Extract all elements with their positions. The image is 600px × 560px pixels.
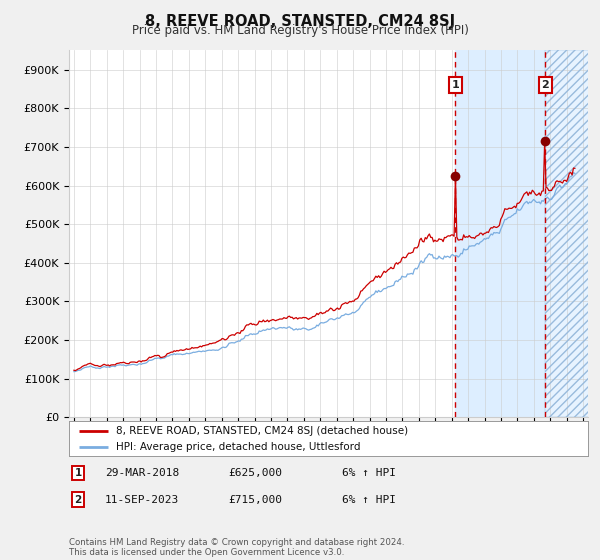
Text: 2: 2 (541, 80, 549, 90)
Text: £715,000: £715,000 (228, 494, 282, 505)
Text: Price paid vs. HM Land Registry's House Price Index (HPI): Price paid vs. HM Land Registry's House … (131, 24, 469, 37)
Text: 6% ↑ HPI: 6% ↑ HPI (342, 494, 396, 505)
Text: 11-SEP-2023: 11-SEP-2023 (105, 494, 179, 505)
Text: 8, REEVE ROAD, STANSTED, CM24 8SJ: 8, REEVE ROAD, STANSTED, CM24 8SJ (145, 14, 455, 29)
Text: 2: 2 (74, 494, 82, 505)
Text: £625,000: £625,000 (228, 468, 282, 478)
Bar (545, 50, 600, 417)
Bar (455, 50, 545, 417)
Text: HPI: Average price, detached house, Uttlesford: HPI: Average price, detached house, Uttl… (116, 442, 360, 452)
Text: Contains HM Land Registry data © Crown copyright and database right 2024.
This d: Contains HM Land Registry data © Crown c… (69, 538, 404, 557)
Text: 1: 1 (452, 80, 460, 90)
Text: 6% ↑ HPI: 6% ↑ HPI (342, 468, 396, 478)
Text: 8, REEVE ROAD, STANSTED, CM24 8SJ (detached house): 8, REEVE ROAD, STANSTED, CM24 8SJ (detac… (116, 426, 408, 436)
Bar (545, 50, 600, 417)
Text: 1: 1 (74, 468, 82, 478)
Text: 29-MAR-2018: 29-MAR-2018 (105, 468, 179, 478)
